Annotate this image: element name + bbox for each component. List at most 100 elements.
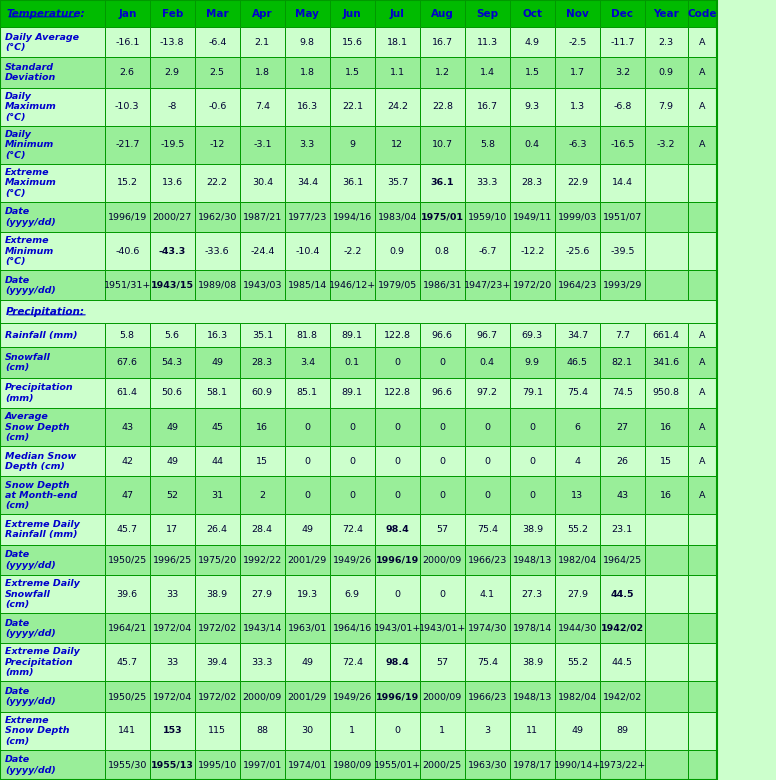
Bar [510, 347, 555, 378]
Bar [555, 644, 600, 682]
Text: 0: 0 [394, 457, 400, 466]
Bar [510, 323, 555, 347]
Bar [195, 408, 240, 446]
Text: 0: 0 [439, 491, 445, 500]
Bar [330, 515, 375, 544]
Bar [375, 644, 420, 682]
Bar [465, 644, 510, 682]
Bar [465, 515, 510, 544]
Bar [510, 0, 555, 27]
Bar [420, 126, 465, 164]
Bar [330, 446, 375, 477]
Text: 1983/04: 1983/04 [378, 212, 417, 222]
Bar [510, 711, 555, 750]
Bar [465, 347, 510, 378]
Bar [150, 58, 195, 88]
Bar [645, 347, 688, 378]
Text: 33.3: 33.3 [251, 658, 273, 667]
Text: 1977/23: 1977/23 [288, 212, 327, 222]
Bar [195, 164, 240, 202]
Bar [420, 544, 465, 575]
Text: 36.1: 36.1 [341, 179, 363, 187]
Bar [285, 88, 330, 126]
Bar [600, 711, 645, 750]
Text: 1993/29: 1993/29 [603, 281, 642, 289]
Text: 46.5: 46.5 [566, 358, 588, 367]
Text: 1985/14: 1985/14 [288, 281, 327, 289]
Text: 89: 89 [616, 726, 629, 736]
Text: 0: 0 [349, 491, 355, 500]
Text: Extreme Daily
Precipitation
(mm): Extreme Daily Precipitation (mm) [5, 647, 80, 677]
Text: 0.8: 0.8 [435, 246, 450, 256]
Bar [0, 323, 105, 347]
Bar [330, 0, 375, 27]
Text: 1: 1 [439, 726, 445, 736]
Text: 5.6: 5.6 [165, 331, 180, 339]
Text: 22.9: 22.9 [566, 179, 588, 187]
Text: -40.6: -40.6 [115, 246, 140, 256]
Text: Year: Year [653, 9, 679, 19]
Text: 0: 0 [394, 491, 400, 500]
Bar [150, 515, 195, 544]
Text: 15: 15 [256, 457, 268, 466]
Text: 1.4: 1.4 [480, 68, 495, 77]
Text: 75.4: 75.4 [566, 388, 588, 398]
Bar [240, 58, 285, 88]
Bar [465, 544, 510, 575]
Text: 1951/07: 1951/07 [603, 212, 642, 222]
Text: 49: 49 [301, 525, 314, 534]
Text: 0: 0 [304, 457, 310, 466]
Text: Date
(yyyy/dd): Date (yyyy/dd) [5, 619, 56, 638]
Text: 49: 49 [571, 726, 584, 736]
Bar [600, 378, 645, 408]
Bar [285, 164, 330, 202]
Text: 16.3: 16.3 [296, 102, 318, 112]
Bar [285, 408, 330, 446]
Text: 0.4: 0.4 [525, 140, 540, 149]
Bar [105, 58, 150, 88]
Text: 0.1: 0.1 [345, 358, 360, 367]
Text: Sep: Sep [476, 9, 498, 19]
Bar [465, 126, 510, 164]
Bar [0, 613, 105, 644]
Text: 1972/04: 1972/04 [153, 624, 192, 633]
Bar [600, 408, 645, 446]
Text: 1978/17: 1978/17 [513, 760, 552, 769]
Bar [330, 613, 375, 644]
Bar [285, 202, 330, 232]
Bar [688, 347, 717, 378]
Bar [195, 682, 240, 711]
Text: 1987/21: 1987/21 [243, 212, 282, 222]
Bar [688, 446, 717, 477]
Bar [240, 0, 285, 27]
Bar [465, 408, 510, 446]
Text: 3.2: 3.2 [615, 68, 630, 77]
Bar [420, 270, 465, 300]
Text: A: A [699, 68, 705, 77]
Bar [420, 613, 465, 644]
Text: 26: 26 [616, 457, 629, 466]
Text: Extreme
Snow Depth
(cm): Extreme Snow Depth (cm) [5, 716, 70, 746]
Text: 16: 16 [660, 491, 672, 500]
Bar [0, 232, 105, 270]
Bar [600, 682, 645, 711]
Text: 26.4: 26.4 [206, 525, 228, 534]
Bar [240, 232, 285, 270]
Text: 22.1: 22.1 [341, 102, 363, 112]
Text: 1990/14+: 1990/14+ [554, 760, 601, 769]
Bar [285, 347, 330, 378]
Text: 75.4: 75.4 [476, 658, 498, 667]
Bar [688, 711, 717, 750]
Text: 115: 115 [208, 726, 227, 736]
Bar [105, 515, 150, 544]
Text: 0: 0 [394, 423, 400, 431]
Bar [375, 126, 420, 164]
Text: Jun: Jun [343, 9, 362, 19]
Bar [688, 58, 717, 88]
Text: 0: 0 [439, 457, 445, 466]
Text: 43: 43 [121, 423, 133, 431]
Bar [420, 0, 465, 27]
Bar [688, 750, 717, 780]
Text: 0: 0 [439, 423, 445, 431]
Bar [0, 750, 105, 780]
